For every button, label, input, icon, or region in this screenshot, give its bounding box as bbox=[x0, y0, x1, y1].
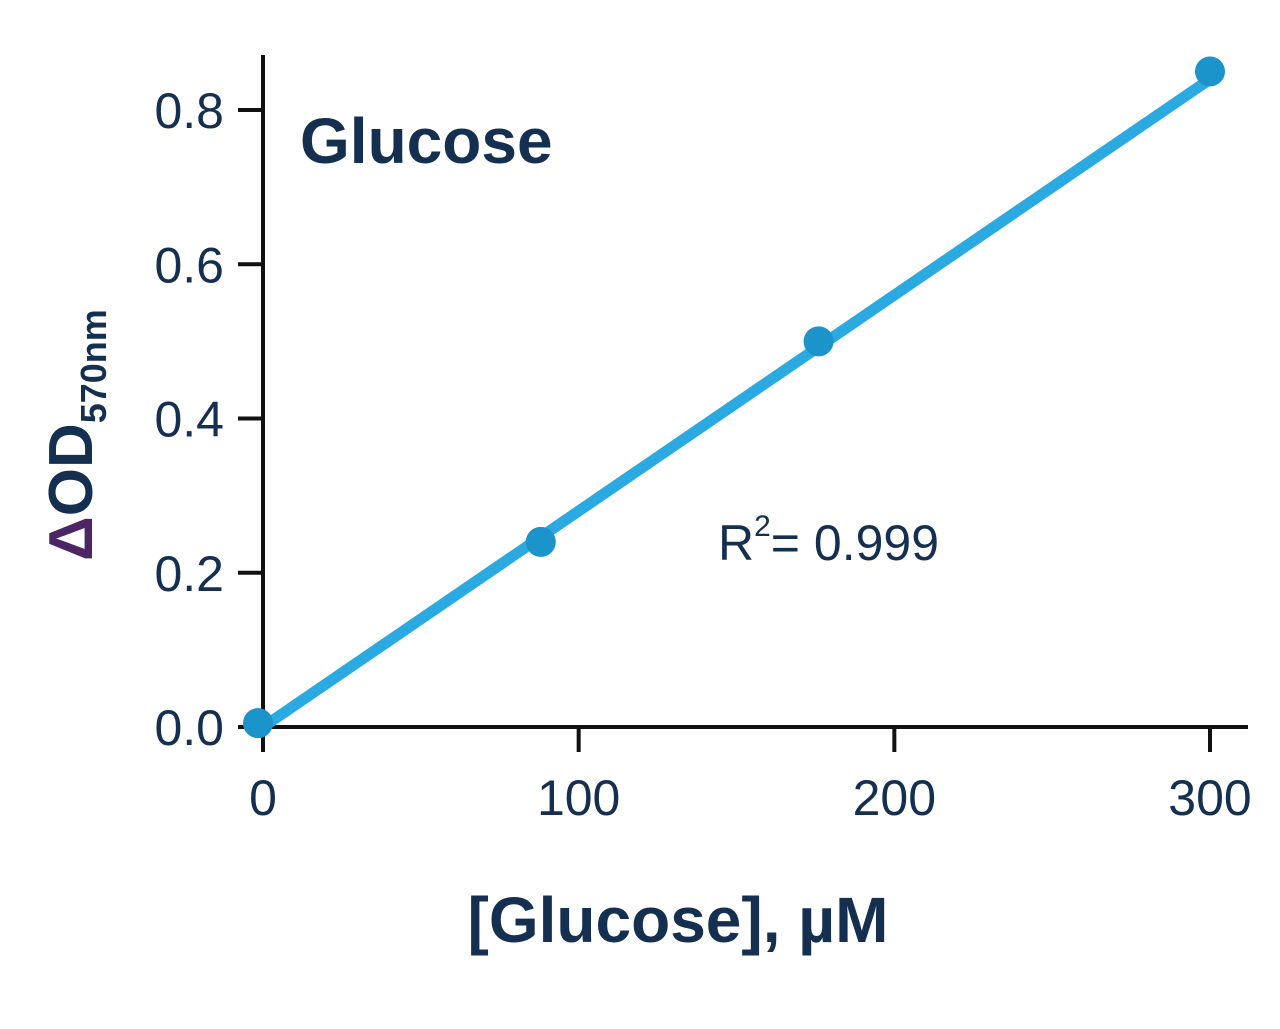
r-squared-value: = 0.999 bbox=[771, 515, 939, 571]
data-point bbox=[803, 326, 834, 357]
x-axis-label: [Glucose], µM bbox=[468, 884, 889, 956]
y-tick-label: 0.4 bbox=[154, 392, 224, 448]
y-tick-label: 0.8 bbox=[154, 83, 224, 139]
y-axis-label-subscript: 570nm bbox=[73, 309, 114, 423]
y-tick-label: 0.6 bbox=[154, 237, 224, 293]
r-squared-base: R bbox=[718, 515, 754, 571]
r-squared-annotation: R2= 0.999 bbox=[718, 510, 939, 571]
data-point bbox=[1195, 56, 1225, 87]
data-point bbox=[243, 708, 273, 739]
y-tick-label: 0.2 bbox=[154, 546, 224, 602]
chart-title: Glucose bbox=[300, 105, 553, 177]
svg-text:ΔOD570nm: ΔOD570nm bbox=[37, 309, 114, 561]
fit-line bbox=[257, 73, 1216, 733]
x-tick-label: 100 bbox=[537, 770, 620, 826]
x-ticks: 0 100 200 300 bbox=[249, 727, 1252, 826]
y-ticks: 0.0 0.2 0.4 0.6 0.8 bbox=[154, 83, 263, 756]
y-axis-label-delta: Δ bbox=[37, 516, 106, 561]
x-tick-label: 0 bbox=[249, 770, 277, 826]
y-axis-label: ΔOD570nm bbox=[37, 309, 114, 561]
r-squared-superscript: 2 bbox=[754, 510, 771, 543]
axes bbox=[240, 55, 1248, 738]
data-point bbox=[525, 526, 556, 557]
plot-marks bbox=[243, 56, 1225, 739]
y-axis-label-main: OD bbox=[37, 423, 106, 516]
x-tick-label: 300 bbox=[1168, 770, 1251, 826]
y-tick-label: 0.0 bbox=[154, 700, 224, 756]
x-tick-label: 200 bbox=[853, 770, 936, 826]
